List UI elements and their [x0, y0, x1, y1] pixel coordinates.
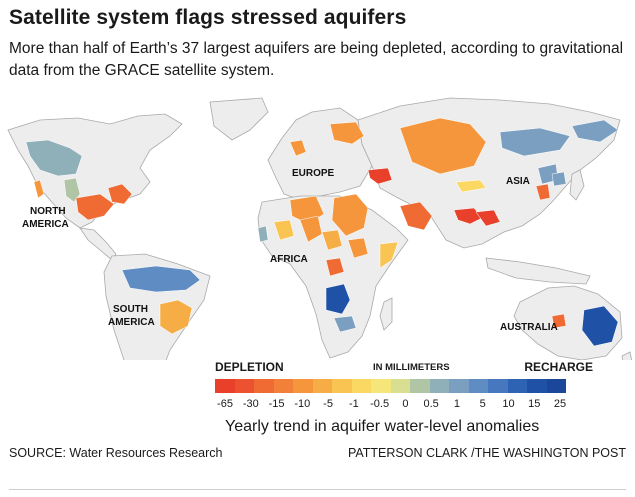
aquifer-tarim-basin [455, 179, 487, 193]
aquifer-west-siberian [399, 117, 487, 175]
legend-caption: Yearly trend in aquifer water-level anom… [225, 418, 540, 435]
legend-color-scale [215, 379, 566, 393]
new-zealand-landmass [621, 351, 633, 360]
aquifer-arabian [399, 201, 433, 231]
aquifer-indus-basin [453, 207, 483, 225]
aquifer-central-valley [33, 179, 45, 199]
aquifer-amazon-basin [121, 265, 201, 293]
south-america-label-line1: SOUTH [113, 304, 148, 315]
legend-tick: 15 [528, 398, 541, 410]
region-label-europe: EUROPE [292, 168, 335, 179]
aquifer-canning-basin [551, 313, 567, 329]
legend-tick: -65 [217, 398, 233, 410]
legend-swatch [429, 379, 449, 393]
region-label-north-america: NORTH AMERICA [22, 206, 69, 230]
region-labels: NORTH AMERICA SOUTH AMERICA EUROPE AFRIC… [22, 168, 558, 333]
greenland-landmass [209, 97, 269, 141]
aquifer-kalahari [333, 315, 357, 333]
region-label-africa: AFRICA [270, 254, 308, 265]
aquifer-tunguss-basin [499, 127, 571, 157]
legend-swatch [351, 379, 371, 393]
south-america-label-line2: AMERICA [108, 317, 155, 328]
aquifer-guarani [159, 299, 193, 335]
aquifer-ganges-brahmaputra [475, 209, 501, 227]
region-label-south-america: SOUTH AMERICA [108, 304, 155, 328]
japan-landmass [569, 169, 585, 201]
legend-tick-labels: -65 -30 -15 -10 -5 -1 -0.5 0 0.5 1 5 10 15 25 [215, 398, 595, 412]
legend-swatch [312, 379, 332, 393]
legend-swatch [527, 379, 547, 393]
central-america-landmass [79, 227, 117, 261]
north-america-label-line1: NORTH [30, 206, 66, 217]
aquifer-taoudeni [325, 257, 345, 277]
graphic-title: Satellite system flags stressed aquifers [9, 6, 407, 29]
legend-swatch [507, 379, 527, 393]
legend-tick: 1 [453, 398, 460, 410]
aquifer-nubian [331, 193, 369, 237]
world-map: NORTH AMERICA SOUTH AMERICA EUROPE AFRIC… [7, 97, 633, 360]
legend-depletion-label: DEPLETION [215, 360, 284, 374]
aquifer-russian-far-east [571, 119, 619, 143]
aquifer-sudd-basin [347, 237, 369, 259]
legend-tick: -10 [294, 398, 311, 410]
legend-tick: 5 [479, 398, 486, 410]
legend-tick: -1 [348, 398, 359, 410]
bottom-divider [9, 489, 626, 490]
legend-swatch [410, 379, 430, 393]
legend-swatch [390, 379, 410, 393]
legend-swatch [254, 379, 274, 393]
legend-swatch [273, 379, 293, 393]
aquifer-murzuk-djado [299, 215, 323, 243]
aquifer-senegalo-mauritanian [257, 225, 269, 243]
aquifer-north-china-plain [535, 183, 551, 201]
legend-swatch [234, 379, 254, 393]
source-note: SOURCE: Water Resources Research [9, 446, 223, 460]
legend-tick: -15 [268, 398, 285, 410]
legend-tick: 0.5 [423, 398, 439, 410]
legend-tick: -5 [323, 398, 333, 410]
europe-landmass [267, 107, 373, 201]
legend-tick: -30 [242, 398, 259, 410]
aquifer-congo-basin [325, 283, 351, 315]
aquifer-song-liao [551, 171, 567, 187]
legend-units-label: IN MILLIMETERS [373, 362, 450, 373]
aquifer-iullemeden [273, 219, 295, 241]
aquifer-russian-platform [329, 121, 365, 145]
legend-swatch [371, 379, 391, 393]
aquifer-canada-northwest [25, 139, 83, 177]
legend-swatch [215, 379, 235, 393]
legend-recharge-label: RECHARGE [524, 360, 593, 374]
region-label-asia: ASIA [506, 176, 530, 187]
region-label-australia: AUSTRALIA [500, 322, 558, 333]
legend-swatch [449, 379, 469, 393]
aquifer-ogaden-juba [379, 241, 399, 269]
aquifer-paris-basin [289, 139, 307, 157]
aquifer-trend-overlays [25, 117, 619, 347]
legend-swatch [332, 379, 352, 393]
africa-landmass [257, 195, 409, 359]
aquifer-atlantic-coastal-plain [107, 183, 133, 205]
credit-line: PATTERSON CLARK /THE WASHINGTON POST [347, 446, 626, 460]
legend-tick: 25 [553, 398, 567, 410]
graphic-subtitle: More than half of Earth’s 37 largest aqu… [9, 40, 624, 79]
aquifer-gulf-coastal-plain [75, 193, 115, 221]
color-legend: DEPLETION IN MILLIMETERS RECHARGE -65 -30… [215, 360, 595, 420]
aquifer-lake-chad [321, 229, 343, 251]
north-america-label-line2: AMERICA [22, 219, 69, 230]
legend-tick: -0.5 [370, 398, 390, 410]
legend-swatch [488, 379, 508, 393]
legend-tick: 10 [502, 398, 515, 410]
legend-swatch [293, 379, 313, 393]
indonesia-landmass [485, 257, 591, 285]
legend-swatch [546, 379, 566, 393]
aquifer-caspian-basin [367, 167, 393, 185]
madagascar-landmass [379, 297, 393, 331]
legend-swatch [468, 379, 488, 393]
aquifer-great-artesian [581, 305, 619, 347]
legend-tick: 0 [402, 398, 409, 410]
